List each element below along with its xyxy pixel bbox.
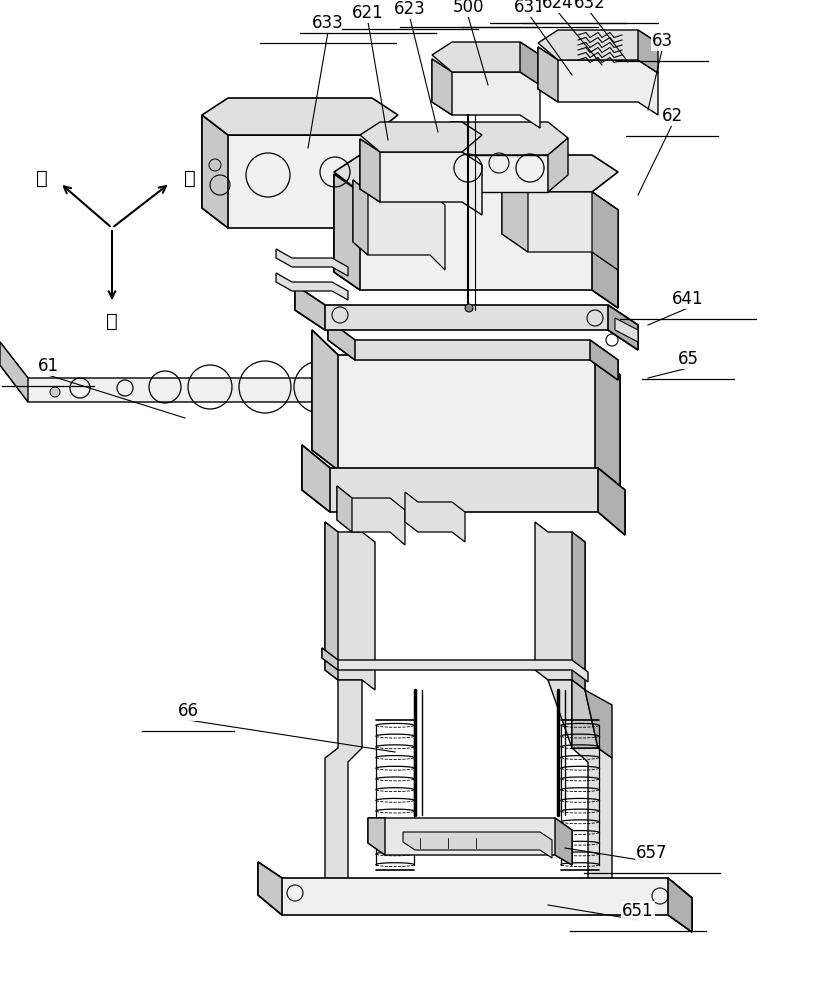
Polygon shape	[0, 342, 560, 442]
Polygon shape	[337, 486, 352, 532]
Polygon shape	[598, 468, 625, 535]
Polygon shape	[353, 180, 445, 270]
Polygon shape	[202, 115, 228, 228]
Polygon shape	[520, 42, 540, 85]
Polygon shape	[638, 30, 658, 73]
Polygon shape	[325, 680, 362, 880]
Polygon shape	[490, 378, 560, 442]
Circle shape	[50, 387, 60, 397]
Polygon shape	[538, 47, 558, 102]
Polygon shape	[202, 98, 398, 135]
Polygon shape	[538, 30, 658, 60]
Polygon shape	[276, 249, 348, 276]
Polygon shape	[572, 680, 598, 748]
Polygon shape	[325, 522, 375, 690]
Polygon shape	[502, 174, 528, 252]
Polygon shape	[535, 522, 585, 690]
Polygon shape	[368, 818, 385, 855]
Polygon shape	[295, 285, 638, 350]
Circle shape	[465, 304, 473, 312]
Polygon shape	[368, 818, 572, 865]
Polygon shape	[360, 139, 482, 215]
Text: 61: 61	[37, 357, 59, 375]
Polygon shape	[325, 522, 338, 680]
Polygon shape	[432, 59, 540, 128]
Text: 641: 641	[672, 290, 704, 308]
Text: 63: 63	[652, 32, 672, 50]
Polygon shape	[360, 139, 380, 202]
Polygon shape	[450, 155, 548, 192]
Polygon shape	[615, 318, 638, 342]
Polygon shape	[590, 340, 618, 380]
Polygon shape	[302, 445, 330, 512]
Polygon shape	[592, 192, 618, 308]
Text: 651: 651	[622, 902, 654, 920]
Text: 632: 632	[574, 0, 606, 12]
Polygon shape	[538, 47, 658, 115]
Polygon shape	[302, 445, 625, 535]
Text: 657: 657	[636, 844, 667, 862]
Polygon shape	[372, 135, 398, 248]
Polygon shape	[668, 878, 692, 932]
Text: 631: 631	[514, 0, 546, 16]
Polygon shape	[337, 486, 405, 545]
Text: 633: 633	[312, 14, 344, 32]
Polygon shape	[595, 355, 620, 490]
Polygon shape	[430, 122, 568, 155]
Polygon shape	[312, 330, 338, 470]
Polygon shape	[353, 180, 368, 255]
Text: 624: 624	[542, 0, 574, 12]
Polygon shape	[572, 532, 585, 690]
Text: 621: 621	[352, 4, 384, 22]
Polygon shape	[405, 492, 465, 542]
Polygon shape	[432, 59, 452, 115]
Polygon shape	[334, 174, 360, 290]
Text: 下: 下	[106, 312, 118, 330]
Polygon shape	[258, 862, 282, 915]
Polygon shape	[0, 342, 28, 402]
Polygon shape	[334, 155, 618, 192]
Polygon shape	[403, 832, 552, 858]
Polygon shape	[258, 862, 692, 932]
Text: 66: 66	[178, 702, 198, 720]
Text: 右: 右	[184, 168, 196, 188]
Polygon shape	[555, 818, 572, 865]
Polygon shape	[322, 648, 588, 682]
Text: 62: 62	[662, 107, 682, 125]
Polygon shape	[548, 680, 612, 880]
Polygon shape	[202, 115, 398, 248]
Polygon shape	[328, 320, 618, 380]
Polygon shape	[328, 320, 355, 360]
Polygon shape	[276, 273, 348, 300]
Text: 500: 500	[453, 0, 484, 16]
Polygon shape	[502, 174, 618, 270]
Polygon shape	[312, 330, 620, 490]
Polygon shape	[585, 690, 612, 758]
Circle shape	[443, 389, 453, 399]
Polygon shape	[322, 648, 338, 670]
Polygon shape	[295, 285, 325, 330]
Text: 65: 65	[677, 350, 699, 368]
Polygon shape	[334, 174, 618, 308]
Polygon shape	[360, 122, 482, 152]
Text: 前: 前	[36, 168, 48, 188]
Polygon shape	[592, 192, 618, 270]
Text: 623: 623	[394, 0, 426, 18]
Polygon shape	[548, 138, 568, 192]
Polygon shape	[608, 305, 638, 350]
Polygon shape	[432, 42, 540, 72]
